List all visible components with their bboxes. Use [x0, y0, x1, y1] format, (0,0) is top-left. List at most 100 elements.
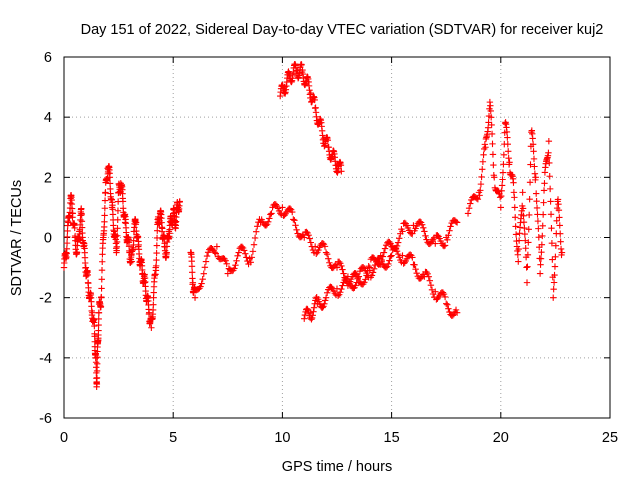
data-point: [540, 187, 548, 194]
data-point: [499, 169, 507, 176]
y-tick-label: -4: [39, 351, 52, 367]
data-point: [526, 196, 533, 203]
data-point: [132, 219, 140, 226]
data-point: [78, 211, 85, 219]
data-point: [412, 266, 419, 273]
data-point: [465, 205, 473, 212]
data-point: [249, 248, 257, 255]
series-track-lower: [301, 244, 461, 323]
data-point: [305, 232, 312, 239]
data-point: [541, 180, 548, 187]
data-point: [545, 149, 552, 156]
data-point: [424, 270, 431, 278]
data-point: [268, 210, 275, 217]
data-point: [393, 248, 401, 255]
data-point: [98, 267, 106, 274]
data-point: [529, 135, 536, 142]
data-point: [552, 242, 560, 249]
data-point: [551, 271, 558, 279]
data-point: [539, 232, 546, 240]
data-point: [150, 301, 157, 308]
data-point: [93, 380, 101, 388]
data-point: [512, 231, 520, 238]
data-point: [532, 174, 539, 181]
data-point: [428, 286, 436, 294]
data-point: [504, 141, 511, 148]
data-point: [323, 250, 331, 258]
data-point: [385, 260, 392, 268]
data-point: [301, 234, 308, 241]
data-point: [352, 270, 359, 277]
data-point: [97, 303, 105, 310]
data-point: [549, 256, 556, 263]
data-point: [310, 304, 318, 311]
data-point: [453, 219, 461, 226]
data-point: [386, 238, 393, 246]
data-point: [366, 267, 373, 274]
data-point: [546, 185, 554, 193]
data-point: [525, 211, 533, 219]
data-point: [313, 250, 320, 257]
data-point: [396, 254, 403, 261]
data-point: [272, 201, 280, 208]
data-point: [63, 245, 71, 252]
data-point: [498, 182, 506, 189]
data-point: [555, 200, 562, 208]
data-point: [538, 241, 546, 248]
data-point: [101, 197, 109, 204]
data-point: [505, 155, 512, 162]
data-point: [119, 198, 127, 205]
data-point: [73, 249, 81, 256]
data-point: [388, 252, 395, 259]
series-track-early: [60, 163, 183, 391]
data-point: [212, 250, 219, 257]
data-point: [99, 258, 106, 265]
data-point: [338, 262, 345, 270]
data-point: [519, 189, 526, 196]
data-point: [409, 254, 416, 261]
data-point: [308, 316, 315, 323]
data-point: [550, 285, 557, 293]
data-point: [99, 251, 106, 258]
data-point: [106, 174, 114, 181]
data-point: [150, 289, 157, 296]
data-point: [481, 141, 489, 148]
y-axis-label: SDTVAR / TECUs: [9, 180, 25, 296]
data-point: [102, 189, 109, 196]
data-point: [191, 294, 199, 301]
data-point: [446, 227, 453, 234]
data-point: [113, 238, 121, 246]
data-point: [516, 230, 523, 237]
data-point: [535, 225, 542, 232]
data-point: [418, 221, 426, 228]
data-point: [533, 204, 541, 212]
y-tick-label: 4: [44, 110, 52, 126]
data-point: [379, 253, 387, 260]
data-point: [550, 279, 558, 286]
data-point: [304, 306, 311, 313]
data-point: [224, 270, 231, 277]
data-point: [352, 282, 359, 289]
data-point: [439, 289, 447, 296]
data-point: [473, 195, 480, 202]
data-point: [324, 136, 332, 144]
series-track-mid: [187, 200, 461, 301]
data-point: [223, 260, 230, 267]
data-point: [505, 148, 512, 155]
data-point: [64, 233, 71, 241]
data-point: [487, 107, 494, 115]
data-point: [489, 140, 496, 148]
data-point: [369, 269, 377, 276]
data-point: [63, 239, 71, 247]
data-point: [547, 198, 554, 205]
data-point: [201, 264, 209, 271]
data-point: [148, 324, 155, 331]
data-point: [321, 300, 328, 307]
data-point: [497, 204, 504, 211]
data-point: [128, 258, 135, 265]
data-point: [71, 224, 78, 232]
data-point: [243, 254, 250, 261]
data-point: [525, 239, 532, 246]
data-point: [467, 200, 474, 207]
data-point: [242, 250, 249, 257]
